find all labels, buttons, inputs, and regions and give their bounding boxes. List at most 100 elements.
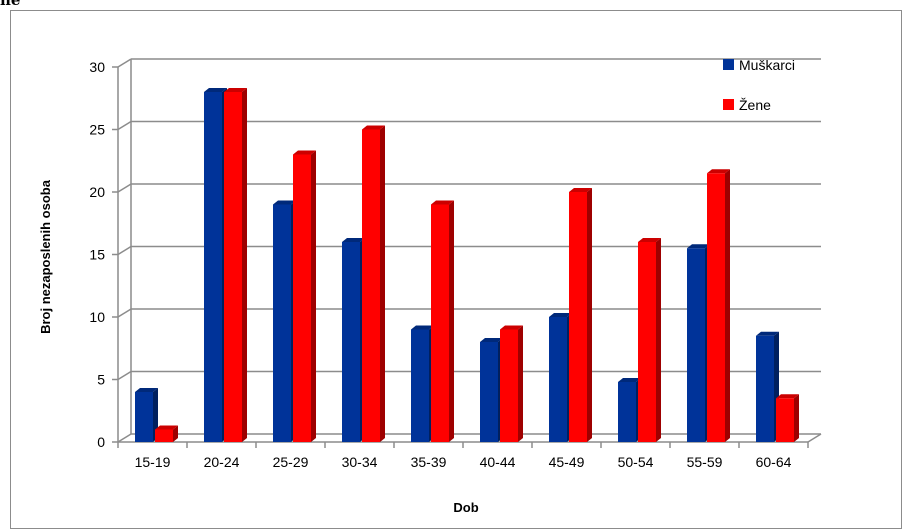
floor-edge [807,433,822,443]
gridline-side [117,183,132,193]
bar-side [311,150,316,442]
legend-swatch [723,59,734,70]
y-tick-label: 25 [89,122,105,138]
bar-top [776,394,799,399]
y-tick-label: 20 [89,184,105,200]
bar-front [155,429,173,442]
bar-muskarci-55-59 [687,244,710,442]
bar-front [204,92,222,442]
y-tick-label: 30 [89,59,105,75]
bar-side [380,125,385,442]
bar-front [431,204,449,442]
y-tick-label: 10 [89,309,105,325]
bar-top [638,238,661,242]
legend-label: Muškarci [739,57,795,73]
gridline-side [117,308,132,318]
legend-swatch [723,99,734,110]
x-tick-label: 25-29 [273,454,309,470]
y-axis-title: Broj nezaposlenih osoba [38,179,53,334]
x-tick-label: 30-34 [342,454,378,470]
gridline-side [117,433,132,443]
bar-top [273,200,296,205]
bar-muskarci-35-39 [411,325,434,442]
bar-front [135,392,153,442]
bar-front [687,248,705,442]
bar-top [480,338,503,342]
bar-front [273,204,291,442]
bar-muskarci-30-34 [342,238,365,442]
bar-side [173,425,178,442]
bar-muskarci-45-49 [549,313,572,442]
bar-top [500,325,523,330]
bars [135,88,799,442]
bar-zene-40-44 [500,325,523,442]
legend-item: Žene [723,97,771,113]
legend-label: Žene [739,97,771,113]
bar-zene-50-54 [638,238,661,442]
bar-side [449,200,454,442]
x-tick-label: 55-59 [687,454,723,470]
bar-front [569,192,587,442]
x-tick-label: 40-44 [480,454,516,470]
bar-top [204,88,227,92]
bar-muskarci-25-29 [273,200,296,442]
x-tick-labels: 15-19 20-24 25-29 30-34 35-39 40-44 45-49 50-54… [135,454,792,470]
bar-front [224,92,242,442]
bar-muskarci-40-44 [480,338,503,442]
bar-front [549,317,567,442]
bar-front [411,329,429,442]
bar-zene-60-64 [776,394,799,442]
x-tick-label: 15-19 [135,454,171,470]
bar-top [618,378,641,382]
bar-front [618,382,636,442]
y-tick-label: 15 [89,247,105,263]
cropped-heading-fragment: ne [0,0,21,9]
bar-front [776,398,794,442]
x-tick-label: 50-54 [618,454,654,470]
bar-top [342,238,365,242]
bar-zene-15-19 [155,425,178,442]
legend: Muškarci Žene [723,57,795,113]
bar-front [342,242,360,442]
bar-side [587,188,592,442]
bar-top [135,388,158,392]
bar-top [293,150,316,155]
bar-zene-30-34 [362,125,385,442]
bar-top [411,325,434,330]
x-axis-title: Dob [453,500,478,515]
bar-zene-45-49 [569,188,592,442]
y-tick-label: 0 [97,434,105,450]
bar-top [224,88,247,92]
bar-top [431,200,454,205]
bar-front [707,173,725,442]
bar-front [500,329,518,442]
gridline-side [117,58,132,68]
bar-muskarci-50-54 [618,378,641,442]
bar-zene-20-24 [224,88,247,442]
bar-front [293,154,311,442]
bar-top [687,244,710,249]
y-tick-labels: 0 5 10 15 20 25 30 [89,59,105,450]
x-tick-label: 60-64 [756,454,792,470]
bar-side [725,169,730,442]
legend-item: Muškarci [723,57,795,73]
bar-muskarci-15-19 [135,388,158,442]
bar-zene-35-39 [431,200,454,442]
x-tick-label: 45-49 [549,454,585,470]
bar-top [362,125,385,130]
bar-front [756,335,774,442]
x-tick-label: 20-24 [204,454,240,470]
bar-top [549,313,572,317]
bar-front [638,242,656,442]
bar-front [362,129,380,442]
bar-side [518,325,523,442]
bar-zene-25-29 [293,150,316,442]
gridline-side [117,370,132,381]
bar-zene-55-59 [707,169,730,442]
bar-front [480,342,498,442]
bar-side [242,88,247,442]
bar-muskarci-60-64 [756,331,779,442]
bar-muskarci-20-24 [204,88,227,442]
bar-top [756,331,779,336]
